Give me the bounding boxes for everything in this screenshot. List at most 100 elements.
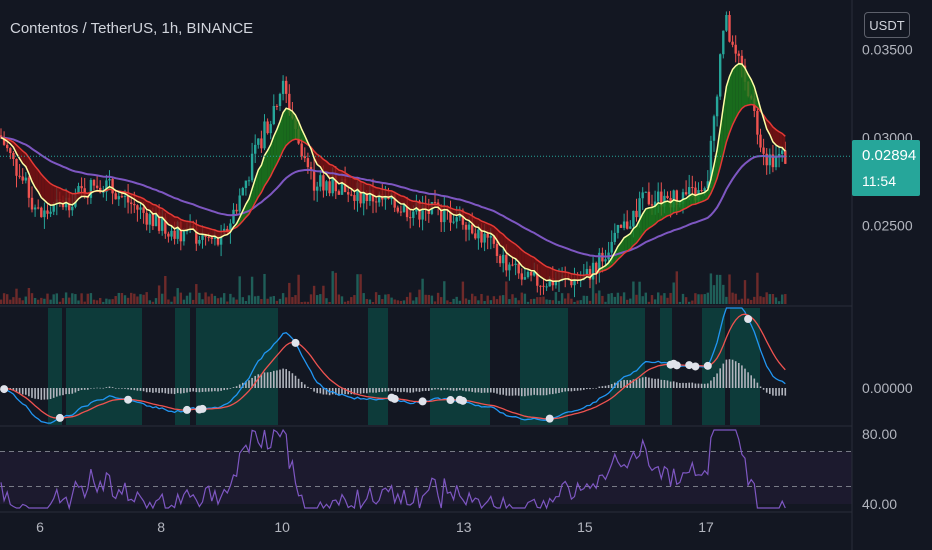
candle-body	[449, 210, 452, 223]
oscillator-histogram-bar	[589, 388, 591, 390]
oscillator-histogram-bar	[703, 383, 706, 388]
oscillator-histogram-bar	[517, 388, 520, 396]
volume-bar	[768, 294, 771, 304]
oscillator-histogram-bar	[514, 388, 517, 396]
candle-body	[529, 271, 533, 276]
volume-bar	[359, 274, 362, 304]
chart-title: Contentos / TetherUS, 1h, BINANCE	[10, 20, 254, 37]
oscillator-histogram-bar	[68, 388, 70, 395]
ema-ribbon	[298, 121, 302, 142]
volume-bar	[43, 298, 46, 304]
ema-ribbon	[661, 201, 665, 220]
volume-bar	[440, 297, 443, 304]
oscillator-histogram-bar	[499, 388, 501, 395]
oscillator-histogram-bar	[173, 388, 176, 395]
oscillator-histogram-bar	[142, 388, 145, 392]
oscillator-histogram-bar	[629, 380, 632, 388]
volume-bar	[560, 293, 564, 304]
candle-body	[684, 192, 688, 195]
candle-body	[353, 195, 356, 201]
oscillator-histogram-bar	[307, 386, 309, 388]
candle-body	[675, 190, 678, 205]
volume-bar	[505, 281, 508, 304]
ema-ribbon	[506, 237, 510, 256]
oscillator-histogram-bar	[707, 383, 709, 388]
ema-ribbon	[515, 244, 519, 263]
rsi-tick-label: 40.00	[862, 496, 897, 512]
ema-ribbon	[686, 195, 690, 209]
candle-body	[591, 262, 595, 280]
candle-body	[6, 144, 9, 149]
candle-body	[740, 55, 744, 66]
oscillator-histogram-bar	[477, 388, 480, 393]
oscillator-histogram-bar	[716, 373, 718, 388]
ema-ribbon	[484, 222, 488, 233]
oscillator-histogram-bar	[149, 388, 151, 393]
volume-bar	[288, 282, 291, 304]
volume-bar	[409, 292, 412, 304]
ema-ribbon	[546, 266, 550, 281]
ema-ribbon	[521, 249, 525, 269]
oscillator-histogram-bar	[192, 388, 194, 392]
ema-ribbon	[187, 221, 191, 231]
candle-body	[486, 233, 489, 238]
volume-bar	[390, 297, 393, 304]
volume-bar	[312, 285, 316, 304]
ema-ribbon	[190, 221, 194, 230]
candle-body	[334, 175, 337, 192]
oscillator-histogram-bar	[369, 388, 371, 393]
oscillator-histogram-bar	[728, 359, 731, 388]
oscillator-histogram-bar	[108, 386, 111, 388]
ema-ribbon	[676, 200, 680, 213]
oscillator-histogram-bar	[694, 383, 697, 388]
volume-bar	[467, 299, 471, 304]
oscillator-band	[520, 308, 568, 425]
ema-ribbon	[75, 192, 79, 203]
volume-bar	[635, 294, 638, 304]
oscillator-histogram-bar	[685, 382, 687, 388]
crossover-marker	[685, 361, 694, 370]
candle-body	[542, 285, 545, 287]
crossover-marker	[545, 414, 554, 423]
candle-body	[545, 286, 548, 288]
candle-body	[303, 156, 306, 159]
volume-bar	[502, 295, 505, 304]
oscillator-histogram-bar	[263, 372, 266, 388]
oscillator-histogram-bar	[269, 371, 272, 388]
oscillator-histogram-bar	[83, 388, 86, 390]
oscillator-histogram-bar	[406, 388, 408, 393]
oscillator-histogram-bar	[99, 387, 101, 389]
volume-bar	[188, 292, 192, 304]
currency-button[interactable]: USDT	[864, 12, 910, 38]
oscillator-histogram-bar	[610, 383, 613, 388]
oscillator-histogram-bar	[734, 361, 737, 388]
oscillator-histogram-bar	[722, 363, 725, 388]
ema-ribbon	[549, 267, 553, 282]
volume-bar	[759, 296, 762, 304]
crossover-marker	[55, 413, 64, 422]
ema-ribbon	[741, 64, 745, 109]
oscillator-histogram-bar	[784, 388, 787, 396]
candle-body	[95, 185, 99, 188]
oscillator-histogram-bar	[397, 388, 399, 392]
ema-ribbon	[555, 270, 559, 282]
volume-bar	[15, 288, 18, 304]
oscillator-histogram-bar	[387, 388, 390, 392]
oscillator-histogram-bar	[316, 388, 318, 394]
ema-ribbon	[670, 199, 674, 216]
ema-ribbon	[748, 74, 752, 106]
ema-ribbon	[270, 136, 274, 176]
oscillator-histogram-bar	[753, 378, 756, 388]
volume-bar	[201, 299, 204, 304]
ema-ribbon	[168, 213, 172, 226]
ema-ribbon	[366, 184, 370, 195]
ema-ribbon	[32, 162, 36, 188]
volume-bars	[0, 271, 787, 304]
candle-body	[681, 192, 685, 204]
volume-bar	[607, 293, 610, 304]
volume-bar	[164, 276, 167, 304]
volume-bar	[244, 301, 248, 304]
volume-bar	[557, 300, 561, 304]
volume-bar	[715, 274, 719, 304]
